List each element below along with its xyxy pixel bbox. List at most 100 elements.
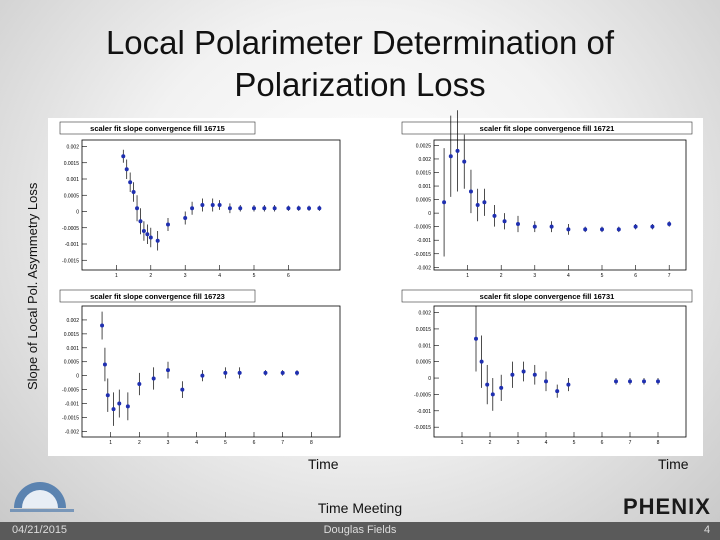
y-tick-label: 0.0005 bbox=[416, 198, 432, 204]
y-tick-label: -0.002 bbox=[65, 429, 79, 435]
x-tick-label: 3 bbox=[184, 273, 187, 279]
x-tick-label: 4 bbox=[218, 273, 221, 279]
x-tick-label: 4 bbox=[545, 440, 548, 446]
data-point bbox=[200, 203, 205, 207]
data-point bbox=[628, 379, 632, 384]
data-point bbox=[263, 370, 268, 375]
plot-frame bbox=[433, 305, 687, 438]
y-tick-label: 0.0005 bbox=[64, 360, 80, 366]
x-tick-label: 6 bbox=[601, 440, 604, 446]
data-point bbox=[252, 206, 256, 211]
y-tick-label: 0.002 bbox=[66, 318, 79, 324]
data-point bbox=[566, 382, 571, 387]
y-tick-label: 0.0025 bbox=[416, 143, 432, 149]
y-tick-label: -0.0015 bbox=[62, 415, 79, 421]
data-point bbox=[131, 190, 136, 194]
y-tick-label: -0.002 bbox=[417, 265, 431, 271]
x-tick-label: 1 bbox=[115, 273, 118, 279]
y-tick-label: 0.002 bbox=[418, 311, 431, 317]
panel-title: scaler fit slope convergence fill 16723 bbox=[90, 292, 225, 301]
y-tick-label: 0 bbox=[428, 376, 431, 382]
data-point bbox=[667, 221, 672, 226]
footer: 04/21/2015 Douglas Fields 4 bbox=[0, 522, 720, 540]
data-point bbox=[583, 227, 588, 232]
data-point bbox=[100, 323, 105, 328]
x-tick-label: 6 bbox=[253, 440, 256, 446]
data-point bbox=[482, 200, 487, 205]
data-point bbox=[105, 393, 110, 398]
data-point bbox=[272, 206, 277, 211]
y-tick-label: 0.0015 bbox=[416, 171, 432, 177]
y-tick-label: 0.0005 bbox=[416, 360, 432, 366]
data-point bbox=[286, 206, 291, 211]
footer-date: 04/21/2015 bbox=[12, 524, 68, 536]
data-point bbox=[128, 180, 133, 185]
y-tick-label: 0 bbox=[76, 210, 79, 216]
x-tick-label: 3 bbox=[167, 440, 170, 446]
y-tick-label: -0.0015 bbox=[62, 258, 79, 264]
y-tick-label: -0.0005 bbox=[62, 226, 79, 232]
data-point bbox=[642, 379, 646, 384]
y-tick-label: 0.0015 bbox=[416, 327, 432, 333]
y-tick-label: 0.001 bbox=[418, 343, 431, 349]
data-point bbox=[124, 167, 129, 172]
panel-title-box bbox=[401, 121, 693, 135]
x-axis-label: Time bbox=[308, 456, 339, 472]
data-point bbox=[190, 206, 195, 211]
x-tick-label: 3 bbox=[517, 440, 520, 446]
y-tick-label: -0.001 bbox=[65, 402, 79, 408]
data-point bbox=[532, 224, 537, 229]
y-tick-label: -0.0015 bbox=[414, 252, 431, 258]
lab-logo bbox=[10, 482, 74, 512]
x-tick-label: 5 bbox=[601, 273, 604, 279]
x-tick-label: 2 bbox=[489, 440, 492, 446]
plot-frame bbox=[433, 139, 687, 271]
data-point bbox=[442, 200, 447, 205]
y-tick-label: -0.0005 bbox=[414, 225, 431, 231]
y-tick-label: 0.0015 bbox=[64, 161, 80, 167]
phenix-logo: PHENIX bbox=[623, 494, 711, 519]
data-point bbox=[280, 370, 285, 375]
data-point bbox=[141, 229, 146, 233]
x-tick-label: 4 bbox=[195, 440, 198, 446]
y-tick-label: 0.0015 bbox=[64, 332, 80, 338]
data-point bbox=[566, 227, 571, 232]
y-tick-label: -0.001 bbox=[417, 238, 431, 244]
x-tick-label: 6 bbox=[634, 273, 637, 279]
data-point bbox=[532, 372, 537, 377]
data-point bbox=[200, 373, 205, 378]
x-tick-label: 5 bbox=[573, 440, 576, 446]
data-point bbox=[155, 238, 160, 243]
panel-title-box bbox=[401, 289, 693, 303]
data-point bbox=[166, 222, 170, 227]
data-point bbox=[485, 382, 490, 387]
panel-title: scaler fit slope convergence fill 16715 bbox=[90, 124, 225, 133]
footer-author: Douglas Fields bbox=[323, 524, 397, 536]
data-point bbox=[516, 221, 520, 226]
plot-background bbox=[48, 118, 703, 456]
data-point bbox=[650, 224, 655, 229]
panel-title-box bbox=[59, 289, 256, 303]
data-point bbox=[102, 362, 107, 367]
x-tick-label: 7 bbox=[668, 273, 671, 279]
x-tick-label: 8 bbox=[657, 440, 660, 446]
panel-title: scaler fit slope convergence fill 16731 bbox=[480, 292, 615, 301]
data-point bbox=[295, 370, 299, 375]
data-point bbox=[455, 148, 460, 153]
data-point bbox=[125, 404, 130, 409]
x-tick-label: 1 bbox=[109, 440, 112, 446]
data-point bbox=[135, 206, 140, 211]
x-tick-label: 2 bbox=[500, 273, 503, 279]
data-point bbox=[468, 189, 473, 194]
data-point bbox=[490, 392, 495, 397]
y-tick-label: -0.0005 bbox=[62, 388, 79, 394]
slide-title: Local Polarimeter Determination of Polar… bbox=[105, 24, 615, 103]
data-point bbox=[510, 372, 515, 377]
y-tick-label: 0.002 bbox=[418, 157, 431, 163]
data-point bbox=[307, 206, 312, 211]
data-point bbox=[600, 227, 604, 232]
data-point bbox=[166, 368, 170, 373]
data-point bbox=[614, 379, 618, 384]
